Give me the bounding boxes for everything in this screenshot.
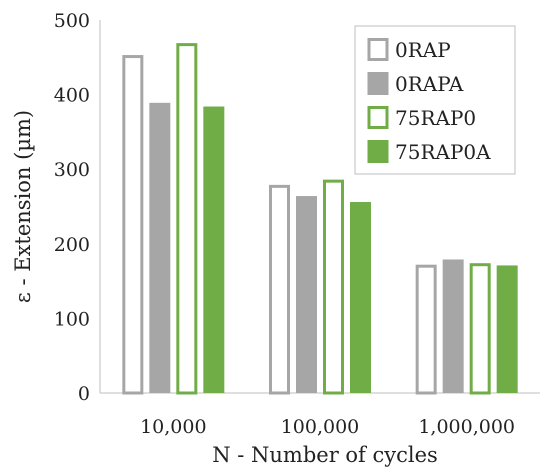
y-tick-label: 100 bbox=[54, 308, 90, 330]
bar-75RAP0A-2 bbox=[496, 265, 518, 393]
legend: 0RAP 0RAPA 75RAP0 75RAP0A bbox=[354, 25, 516, 175]
legend-swatch-75RAP0 bbox=[367, 106, 389, 129]
x-tick-label: 100,000 bbox=[281, 416, 360, 438]
bar-0RAPA-2 bbox=[442, 259, 464, 393]
x-axis-ticks: 10,000 100,000 1,000,000 bbox=[140, 416, 515, 438]
legend-label-75RAP0: 75RAP0 bbox=[395, 106, 476, 130]
bar-0RAPA-1 bbox=[296, 196, 317, 393]
x-tick-label: 1,000,000 bbox=[418, 416, 515, 438]
bar-0RAP-1 bbox=[269, 184, 290, 395]
x-axis-title: N - Number of cycles bbox=[212, 443, 438, 467]
y-tick-label: 0 bbox=[78, 383, 90, 405]
bar-0RAP-0 bbox=[122, 55, 144, 395]
y-axis-ticks: 0 100 200 300 400 500 bbox=[54, 10, 90, 405]
bars bbox=[122, 43, 518, 395]
bar-0RAPA-0 bbox=[149, 102, 171, 393]
legend-swatch-0RAPA bbox=[367, 72, 389, 95]
legend-label-0RAPA: 0RAPA bbox=[395, 72, 464, 96]
bar-75RAP0-1 bbox=[323, 179, 344, 395]
legend-label-0RAP: 0RAP bbox=[395, 38, 451, 62]
bar-75RAP0A-1 bbox=[350, 202, 371, 393]
bar-75RAP0-2 bbox=[469, 263, 491, 395]
legend-label-75RAP0A: 75RAP0A bbox=[395, 140, 491, 164]
legend-swatch-75RAP0A bbox=[367, 140, 389, 163]
y-tick-label: 200 bbox=[54, 234, 90, 256]
y-tick-label: 500 bbox=[54, 10, 90, 32]
legend-swatch-0RAP bbox=[367, 38, 389, 61]
y-axis-title: ε - Extension (µm) bbox=[11, 110, 35, 303]
y-tick-label: 300 bbox=[54, 159, 90, 181]
bar-75RAP0-0 bbox=[176, 43, 198, 395]
y-tick-label: 400 bbox=[54, 85, 90, 107]
bar-0RAP-2 bbox=[415, 264, 437, 395]
bar-75RAP0A-0 bbox=[203, 106, 225, 393]
x-tick-label: 10,000 bbox=[140, 416, 206, 438]
